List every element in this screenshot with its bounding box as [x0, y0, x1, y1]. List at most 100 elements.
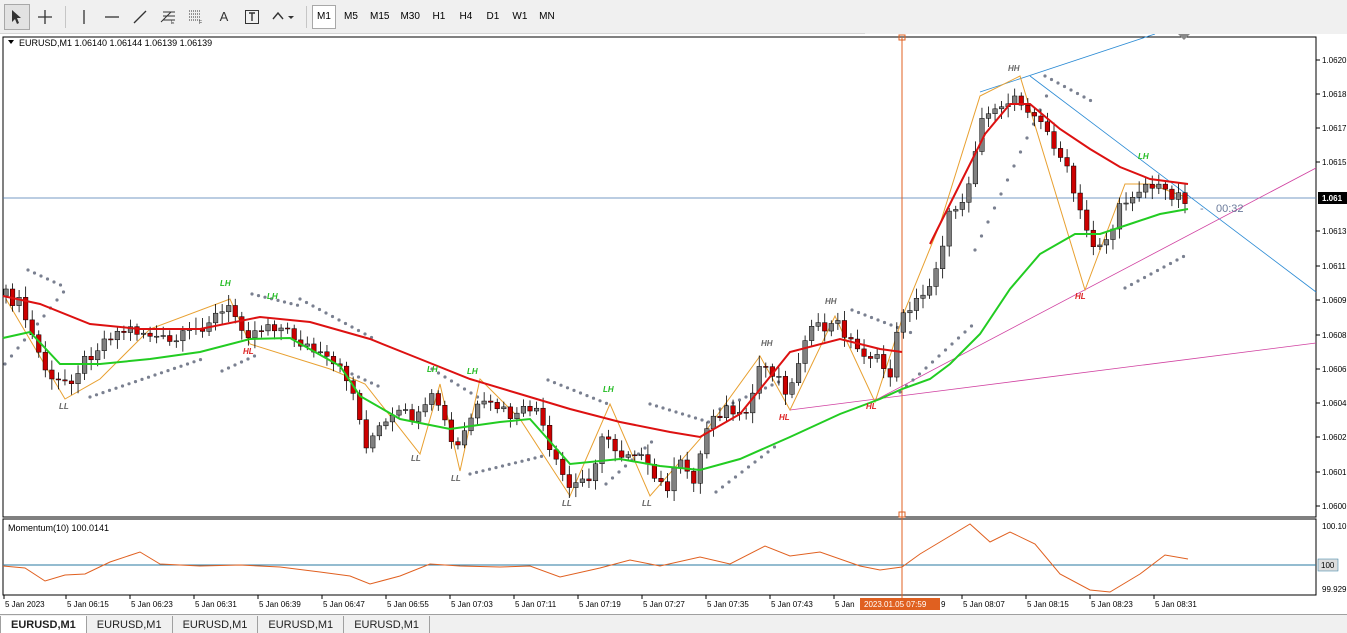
timeframe-m1[interactable]: M1: [312, 4, 336, 29]
psar-dot: [127, 382, 131, 386]
candle-body: [966, 183, 972, 203]
candle-body: [1084, 209, 1090, 231]
symbol-dropdown-icon[interactable]: [8, 40, 14, 44]
moving-average-green: [2, 208, 1189, 472]
candle-body: [874, 354, 880, 359]
candle-body: [141, 332, 147, 335]
candle-body: [913, 298, 920, 311]
swing-label: HH: [761, 339, 773, 348]
candle-body: [501, 406, 507, 410]
time-label: 5 Jan 06:47: [323, 600, 365, 609]
chart-tab[interactable]: EURUSD,M1: [173, 616, 259, 633]
horizontal-line-icon[interactable]: [99, 4, 125, 30]
chart-canvas[interactable]: LL LH LH HL LL LL LH LH LL LH LL HH HL HH HL HH HL LH EUR…: [0, 33, 1347, 614]
time-label: 5 Jan 07:11: [515, 600, 557, 609]
main-toolbar: E F A M1 M5 M15 M30 H1 H4 D1 W1 MN: [0, 0, 865, 34]
candle-body: [304, 343, 310, 347]
timeframe-mn[interactable]: MN: [539, 11, 555, 22]
trendline-icon[interactable]: [127, 4, 153, 30]
psar-dot: [917, 372, 922, 376]
toolbar-divider: [65, 5, 66, 28]
trendline-magenta-high[interactable]: [871, 167, 1317, 403]
psar-dot: [911, 378, 915, 382]
psar-dot: [1062, 84, 1067, 89]
candle-body: [95, 350, 101, 361]
candle-body: [1044, 121, 1051, 132]
cursor-icon[interactable]: [4, 3, 30, 30]
candle-body: [848, 337, 854, 340]
chart-tab[interactable]: EURUSD,M1: [0, 616, 87, 633]
psar-dot: [617, 470, 621, 474]
chart-shift-marker[interactable]: [1178, 34, 1190, 40]
candle-body: [317, 351, 323, 354]
candle-body: [638, 454, 644, 456]
vertical-line-icon[interactable]: [71, 4, 97, 30]
timeframe-h1[interactable]: H1: [432, 11, 446, 22]
text-icon[interactable]: A: [211, 4, 237, 30]
trendline-blue-down[interactable]: [1029, 75, 1317, 293]
candle-body: [887, 368, 893, 378]
chart-window[interactable]: LL LH LH HL LL LL LH LH LL LH LL HH HL HH HL HH HL LH EUR…: [0, 33, 1347, 614]
psar-dot: [1142, 275, 1147, 280]
candle-body: [1090, 229, 1096, 248]
psar-dot: [146, 375, 151, 379]
psar-dot: [289, 302, 293, 306]
time-label: 5 Jan 07:19: [579, 600, 621, 609]
psar-dot: [295, 303, 300, 307]
fibonacci-icon[interactable]: E: [155, 4, 181, 30]
psar-dot: [350, 325, 354, 329]
arrows-icon[interactable]: [267, 4, 299, 30]
momentum-level-label: 100.10: [1322, 522, 1347, 531]
main-plot-frame: [2, 36, 1317, 518]
bar-countdown: 00:32: [1216, 203, 1244, 215]
candle-body: [422, 404, 428, 413]
momentum-path: [2, 523, 1189, 593]
psar-dot: [1069, 88, 1073, 92]
psar-dot: [979, 234, 984, 238]
timeframe-d1[interactable]: D1: [486, 11, 500, 22]
crosshair-handle[interactable]: [898, 34, 906, 41]
psar-dot: [376, 384, 380, 388]
psar-dot: [500, 464, 505, 468]
candle-body: [232, 305, 238, 317]
psar-dot: [856, 310, 861, 315]
price-label: 1.0601: [1322, 468, 1347, 477]
price-label: 1.0611: [1322, 262, 1346, 271]
candle-body: [121, 330, 127, 333]
psar-dot: [166, 369, 170, 373]
candle-body: [396, 409, 402, 416]
psar-dot: [661, 406, 665, 410]
text-label-icon[interactable]: [239, 4, 265, 30]
timeframe-w1[interactable]: W1: [512, 11, 528, 22]
candle-body: [16, 297, 22, 306]
trendline-blue-top[interactable]: [979, 33, 1156, 93]
candle-body: [619, 450, 625, 458]
chart-tab[interactable]: EURUSD,M1: [344, 616, 430, 633]
candle-body: [507, 406, 513, 419]
psar-dot: [1018, 150, 1023, 154]
chart-tab[interactable]: EURUSD,M1: [258, 616, 345, 633]
time-label: 5 Jan 07:43: [771, 600, 813, 609]
psar-dot: [58, 283, 63, 287]
candle-body: [861, 348, 867, 357]
timeframe-m15[interactable]: M15: [370, 11, 390, 22]
psar-dot: [1075, 91, 1080, 96]
psar-dot: [16, 346, 20, 350]
timeframe-m5[interactable]: M5: [344, 11, 358, 22]
psar-dot: [350, 372, 354, 376]
chart-tab[interactable]: EURUSD,M1: [87, 616, 173, 633]
psar-dot: [436, 371, 441, 375]
psar-dot: [3, 362, 7, 366]
crosshair-handle[interactable]: [898, 511, 906, 518]
psar-dot: [133, 380, 138, 384]
candle-body: [1018, 95, 1024, 106]
candle-body: [101, 338, 107, 351]
moving-averages: [2, 103, 1189, 472]
timeframe-h4[interactable]: H4: [459, 11, 473, 22]
gann-grid-icon[interactable]: F: [183, 4, 209, 30]
crosshair-icon[interactable]: [32, 4, 58, 30]
timeframe-m30[interactable]: M30: [400, 11, 420, 22]
candle-body: [520, 406, 527, 414]
candle-body: [796, 363, 802, 384]
psar-dot: [956, 336, 961, 340]
